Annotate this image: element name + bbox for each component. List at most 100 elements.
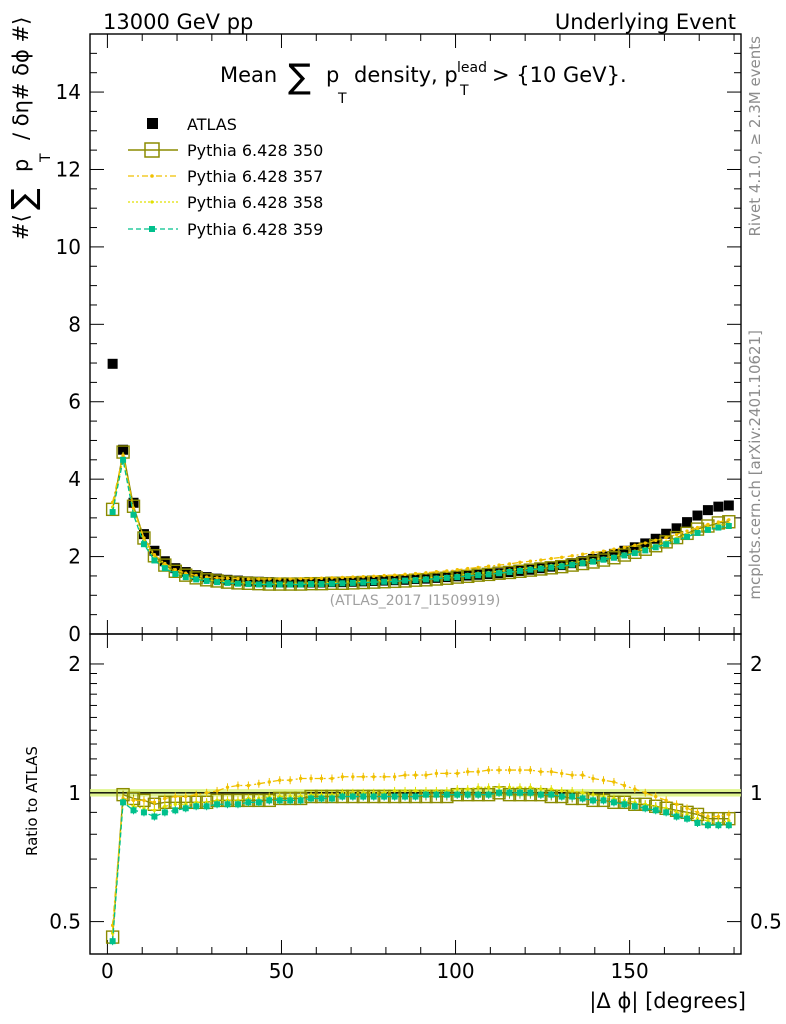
point-pythia-6-428-357 [591,551,595,555]
point-pythia-6-428-359 [454,574,461,581]
ratio-point-pythia-6-428-357 [466,770,470,774]
ratio-point-pythia-6-428-358 [591,792,595,797]
point-pythia-6-428-350 [481,567,496,582]
point-pythia-6-428-359 [422,576,429,583]
point-pythia-6-428-350 [555,559,569,574]
title-t2-subscript: T [459,83,469,99]
point-pythia-6-428-359 [266,581,273,588]
ratio-point-pythia-6-428-359 [402,793,409,800]
ratio-point-pythia-6-428-358 [570,789,574,793]
ratio-point-pythia-6-428-350 [293,791,308,806]
point-pythia-6-428-359 [506,569,513,576]
main-plot-area: 0 2 4 6 8 10 12 14 [56,33,742,646]
ratio-point-pythia-6-428-358 [476,785,480,789]
ratio-point-pythia-6-428-357 [152,800,157,805]
point-pythia-6-428-359 [402,577,409,584]
point-pythia-6-428-357 [539,558,543,562]
point-pythia-6-428-359 [663,541,670,548]
point-pythia-6-428-359 [297,581,304,588]
ylabel-rest: / δη# δϕ #⟩ [9,17,33,140]
legend-marker-350 [144,142,160,158]
point-pythia-6-428-359 [590,558,597,565]
ratio-line-pythia-6-428-359 [111,792,729,942]
ratio-point-pythia-6-428-358 [466,787,470,791]
point-pythia-6-428-359 [182,574,189,581]
point-atlas [661,528,672,539]
point-atlas [619,545,630,556]
ratio-y-tick-label: 2 [68,652,81,676]
ratio-point-pythia-6-428-359 [318,795,325,802]
ratio-point-pythia-6-428-359 [182,805,189,812]
header-right: Underlying Event [555,10,736,34]
ratio-point-pythia-6-428-357 [236,783,240,788]
series-line-pythia-6-428-359 [111,459,729,586]
point-pythia-6-428-359 [631,550,638,557]
main-title: Mean ∑ p T density, p lead T > {10 GeV}. [220,57,627,107]
ratio-point-pythia-6-428-359 [360,793,367,800]
point-pythia-6-428-357 [633,543,637,548]
point-pythia-6-428-357 [142,536,146,540]
point-pythia-6-428-359 [610,554,617,561]
point-pythia-6-428-357 [654,538,658,543]
point-pythia-6-428-359 [308,581,315,588]
ratio-point-pythia-6-428-357 [654,794,658,799]
point-pythia-6-428-359 [496,570,503,577]
point-pythia-6-428-359 [642,547,649,554]
ratio-point-pythia-6-428-357 [131,798,136,803]
ratio-point-pythia-6-428-359 [610,799,617,806]
ratio-point-pythia-6-428-357 [403,773,407,777]
point-pythia-6-428-357 [549,556,553,561]
ratio-point-pythia-6-428-350 [304,789,318,804]
ratio-point-pythia-6-428-359 [276,797,283,804]
point-pythia-6-428-359 [516,567,523,574]
ratio-point-pythia-6-428-350 [252,793,266,808]
point-pythia-6-428-357 [351,575,355,579]
point-pythia-6-428-359 [485,571,492,578]
mcplots-label: mcplots.cern.ch [arXiv:2401.10621] [746,330,764,600]
ratio-point-pythia-6-428-357 [716,814,721,819]
point-pythia-6-428-357 [257,577,261,581]
ratio-point-pythia-6-428-359 [140,809,147,816]
point-pythia-6-428-359 [704,526,711,533]
point-pythia-6-428-357 [278,577,282,581]
legend-label-350: Pythia 6.428 350 [187,141,323,160]
ratio-point-pythia-6-428-357 [445,771,449,776]
point-atlas [138,529,149,540]
point-pythia-6-428-357 [163,561,167,566]
ratio-point-pythia-6-428-358 [142,806,146,810]
point-pythia-6-428-359 [464,572,471,579]
title-cut: > {10 GeV}. [492,63,627,87]
ratio-point-pythia-6-428-359 [214,801,221,808]
point-pythia-6-428-359 [443,574,450,581]
point-atlas [159,556,170,567]
point-pythia-6-428-357 [215,576,219,580]
ratio-point-pythia-6-428-358 [131,804,136,808]
ratio-plot-area: 0 50 100 150 0.5 0.5 1 1 2 2 [49,633,782,983]
point-pythia-6-428-357 [507,562,512,566]
ratio-point-pythia-6-428-357 [612,780,616,784]
point-pythia-6-428-357 [466,566,470,571]
point-pythia-6-428-357 [674,532,679,537]
ratio-point-pythia-6-428-357 [570,773,574,777]
ratio-point-pythia-6-428-359 [266,797,273,804]
point-pythia-6-428-357 [319,576,324,580]
ratio-point-pythia-6-428-358 [455,787,459,791]
point-pythia-6-428-359 [349,579,356,586]
ratio-point-pythia-6-428-359 [516,789,523,796]
main-y-tick-label: 2 [68,545,81,569]
ratio-point-pythia-6-428-357 [298,776,303,781]
ratio-point-pythia-6-428-357 [695,810,700,815]
point-pythia-6-428-359 [537,565,544,572]
ratio-point-pythia-6-428-357 [278,778,282,782]
point-pythia-6-428-357 [392,573,397,577]
ratio-point-pythia-6-428-359 [297,797,304,804]
ratio-point-pythia-6-428-357 [142,798,146,803]
point-pythia-6-428-359 [652,544,659,551]
point-pythia-6-428-357 [309,576,313,581]
ratio-y-tick-label-right: 0.5 [750,910,782,934]
x-tick-label: 0 [101,959,114,983]
point-pythia-6-428-357 [476,565,480,570]
ratio-point-pythia-6-428-357 [288,778,292,782]
x-axis-label: |Δ ϕ| [degrees] [589,989,746,1014]
